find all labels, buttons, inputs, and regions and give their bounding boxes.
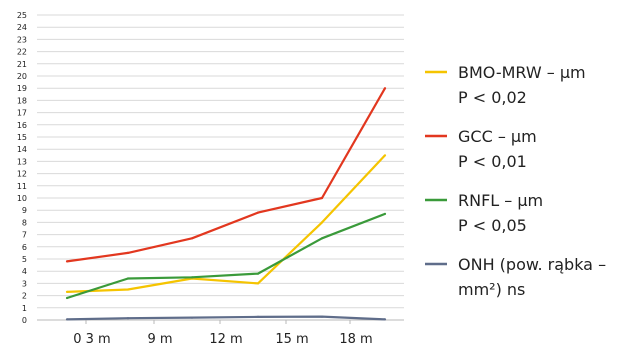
data-point <box>126 251 130 254</box>
x-tick-label: 12 m <box>209 332 242 345</box>
y-tick-label: 12 <box>17 170 27 179</box>
series-lines <box>65 87 387 321</box>
y-tick-label: 14 <box>17 145 27 154</box>
series-line-0 <box>66 154 386 293</box>
legend: BMO-MRW – µm P < 0,02 GCC – µm P < 0,01 RNFL… <box>425 63 606 299</box>
y-tick-label: 15 <box>17 133 27 142</box>
y-tick-label: 9 <box>22 206 27 215</box>
y-tick-label: 6 <box>22 243 27 252</box>
data-point <box>383 154 387 157</box>
y-tick-label: 20 <box>17 72 27 81</box>
data-point <box>126 317 130 320</box>
y-tick-label: 8 <box>22 218 27 227</box>
x-tick-label: 0 3 m <box>73 332 110 345</box>
y-tick-label: 3 <box>22 279 27 288</box>
y-tick-label: 18 <box>17 96 27 105</box>
x-tick-label: 15 m <box>275 332 308 345</box>
data-point <box>190 276 194 279</box>
data-point <box>65 290 69 293</box>
data-point <box>65 296 69 300</box>
data-point <box>383 87 387 90</box>
y-tick-label: 16 <box>17 121 27 130</box>
legend-label: P < 0,01 <box>458 152 527 171</box>
legend-label: P < 0,02 <box>458 88 527 107</box>
y-tick-label: 21 <box>17 60 27 69</box>
data-point <box>256 272 260 275</box>
data-point <box>320 237 324 240</box>
legend-label: mm²) ns <box>458 280 525 299</box>
y-tick-label: 2 <box>22 292 27 301</box>
series-line-3 <box>66 315 386 321</box>
y-tick-label: 1 <box>22 304 27 313</box>
y-tick-label: 4 <box>22 267 27 276</box>
data-point <box>383 212 387 215</box>
y-axis: 0123456789101112131415161718192021222324… <box>17 11 27 325</box>
data-point <box>190 237 194 240</box>
series-line-2 <box>66 212 386 300</box>
y-tick-label: 19 <box>17 84 27 93</box>
data-point <box>190 316 194 319</box>
data-point <box>256 315 260 318</box>
data-point <box>65 260 69 263</box>
grid <box>37 14 404 321</box>
y-tick-label: 7 <box>22 231 27 240</box>
y-tick-label: 11 <box>17 182 27 191</box>
x-axis: 0 3 m 9 m 12 m 15 m 18 m <box>73 320 373 345</box>
series-line-1 <box>66 87 386 263</box>
data-point <box>126 288 130 291</box>
data-point <box>256 211 260 214</box>
data-point <box>126 277 130 280</box>
y-tick-label: 24 <box>17 23 27 32</box>
legend-label: ONH (pow. rąbka – <box>458 255 606 274</box>
y-tick-label: 13 <box>17 157 27 166</box>
data-point <box>383 318 387 321</box>
y-tick-label: 10 <box>17 194 27 203</box>
legend-label: BMO-MRW – µm <box>458 63 586 82</box>
data-point <box>320 315 324 318</box>
x-tick-label: 18 m <box>339 332 372 345</box>
data-point <box>320 196 324 200</box>
data-point <box>65 318 69 321</box>
x-tick-label: 9 m <box>147 332 172 345</box>
legend-label: RNFL – µm <box>458 191 543 210</box>
y-tick-label: 5 <box>22 255 27 264</box>
legend-label: GCC – µm <box>458 127 537 146</box>
y-tick-label: 22 <box>17 48 27 57</box>
data-point <box>256 282 260 285</box>
y-tick-label: 17 <box>17 109 27 118</box>
y-tick-label: 23 <box>17 35 27 44</box>
y-tick-label: 25 <box>17 11 27 20</box>
data-point <box>320 221 324 224</box>
y-tick-label: 0 <box>22 316 27 325</box>
legend-label: P < 0,05 <box>458 216 527 235</box>
